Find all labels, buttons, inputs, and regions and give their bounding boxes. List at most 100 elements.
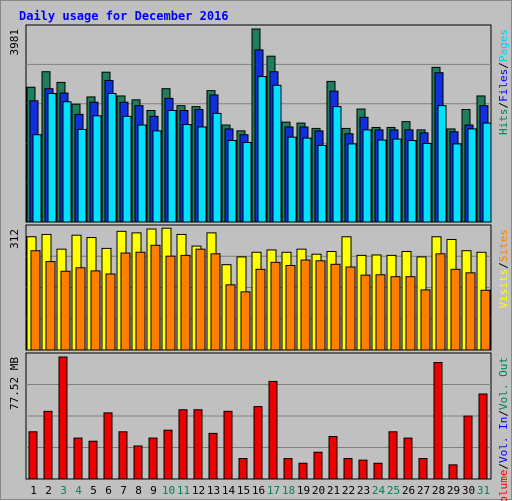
bar-pages-day-24	[377, 139, 387, 223]
bar-sites-day-7	[120, 252, 131, 351]
bar-pages-day-21	[332, 106, 342, 223]
bar-pages-day-6	[107, 93, 117, 223]
bar-sites-day-22	[345, 266, 356, 351]
bar-pages-day-13	[212, 112, 222, 223]
x-tick-label: 23	[357, 484, 370, 497]
x-tick-label: 4	[75, 484, 82, 497]
x-tick-label: 2	[45, 484, 52, 497]
bar-pages-day-27	[422, 142, 432, 223]
bar-volume-day-15	[238, 458, 248, 480]
x-tick-label: 25	[387, 484, 400, 497]
x-tick-label: 1	[30, 484, 37, 497]
x-tick-label: 24	[372, 484, 386, 497]
legend-entry: Visits	[497, 269, 510, 309]
bar-sites-day-30	[465, 272, 476, 351]
x-tick-label: 17	[267, 484, 280, 497]
bar-volume-day-5	[88, 440, 98, 480]
bar-sites-day-14	[225, 284, 236, 351]
bar-pages-day-26	[407, 140, 417, 223]
bar-pages-day-1	[32, 134, 42, 223]
bar-pages-day-19	[302, 137, 312, 223]
bar-pages-day-5	[92, 115, 102, 223]
bar-volume-day-19	[298, 462, 308, 480]
bar-pages-day-25	[392, 138, 402, 223]
x-tick-label: 5	[90, 484, 97, 497]
bar-volume-day-22	[343, 458, 353, 480]
bar-volume-day-25	[388, 431, 398, 480]
bar-volume-day-26	[403, 437, 413, 480]
x-tick-label: 29	[447, 484, 460, 497]
bar-sites-day-20	[315, 260, 326, 351]
x-tick-label: 15	[237, 484, 250, 497]
bar-volume-day-16	[253, 406, 263, 480]
x-tick-label: 27	[417, 484, 430, 497]
legend-entry: /	[497, 102, 510, 109]
bar-pages-day-12	[197, 126, 207, 223]
bar-sites-day-9	[150, 244, 161, 351]
bar-sites-day-17	[270, 261, 281, 351]
legend-entry: Sites	[497, 229, 510, 262]
bar-volume-day-17	[268, 380, 278, 480]
legend-entry: Pages	[497, 29, 510, 62]
bar-volume-day-24	[373, 462, 383, 480]
bar-sites-day-5	[90, 270, 101, 351]
x-tick-label: 11	[177, 484, 190, 497]
bar-pages-day-20	[317, 144, 327, 223]
bar-sites-day-16	[255, 268, 266, 351]
legend-entry: /	[497, 463, 510, 470]
bar-pages-day-7	[122, 115, 132, 223]
bar-pages-day-23	[362, 129, 372, 223]
bar-pages-day-15	[242, 141, 252, 223]
bar-volume-day-30	[463, 415, 473, 480]
legend-entry: Vol. Out	[497, 357, 510, 410]
bar-volume-day-12	[193, 409, 203, 480]
series-legend: Visits/Sites	[497, 229, 510, 309]
bar-sites-day-6	[105, 273, 116, 351]
bar-pages-day-10	[167, 109, 177, 223]
bar-volume-day-3	[58, 356, 68, 480]
x-tick-label: 28	[432, 484, 445, 497]
x-tick-label: 30	[462, 484, 475, 497]
bar-volume-day-14	[223, 410, 233, 480]
bar-volume-day-7	[118, 431, 128, 480]
series-legend: Volume/Vol. In/Vol. Out	[497, 357, 510, 501]
bar-pages-day-9	[152, 130, 162, 223]
x-tick-label: 26	[402, 484, 415, 497]
bar-volume-day-29	[448, 464, 458, 480]
legend-entry: /	[497, 410, 510, 417]
bar-volume-day-10	[163, 429, 173, 480]
x-tick-label: 12	[192, 484, 205, 497]
legend-entry: Vol. In	[497, 417, 510, 463]
x-tick-label: 16	[252, 484, 265, 497]
legend-entry: Volume	[497, 470, 510, 501]
bar-pages-day-2	[47, 93, 57, 223]
x-tick-label: 13	[207, 484, 220, 497]
bar-sites-day-19	[300, 259, 311, 351]
bar-sites-day-13	[210, 253, 221, 351]
bar-sites-day-27	[420, 289, 431, 351]
bar-sites-day-8	[135, 251, 146, 351]
bar-pages-day-30	[467, 128, 477, 223]
bar-volume-day-20	[313, 451, 323, 480]
x-tick-label: 10	[162, 484, 175, 497]
bar-sites-day-3	[60, 270, 71, 351]
bar-sites-day-31	[480, 289, 491, 351]
bar-pages-day-11	[182, 124, 192, 223]
bar-volume-day-11	[178, 409, 188, 480]
bar-sites-day-10	[165, 255, 176, 351]
x-tick-label: 8	[135, 484, 142, 497]
bar-pages-day-17	[272, 84, 282, 223]
bar-volume-day-13	[208, 432, 218, 480]
bar-sites-day-18	[285, 264, 296, 351]
bar-pages-day-31	[482, 122, 492, 223]
bar-sites-day-15	[240, 291, 251, 351]
bar-pages-day-8	[137, 124, 147, 223]
bar-sites-day-1	[30, 250, 41, 351]
x-tick-label: 18	[282, 484, 295, 497]
bar-pages-day-4	[77, 128, 87, 223]
chart-title: Daily usage for December 2016	[19, 9, 229, 23]
x-tick-label: 6	[105, 484, 112, 497]
bar-volume-day-8	[133, 445, 143, 480]
x-tick-label: 14	[222, 484, 236, 497]
